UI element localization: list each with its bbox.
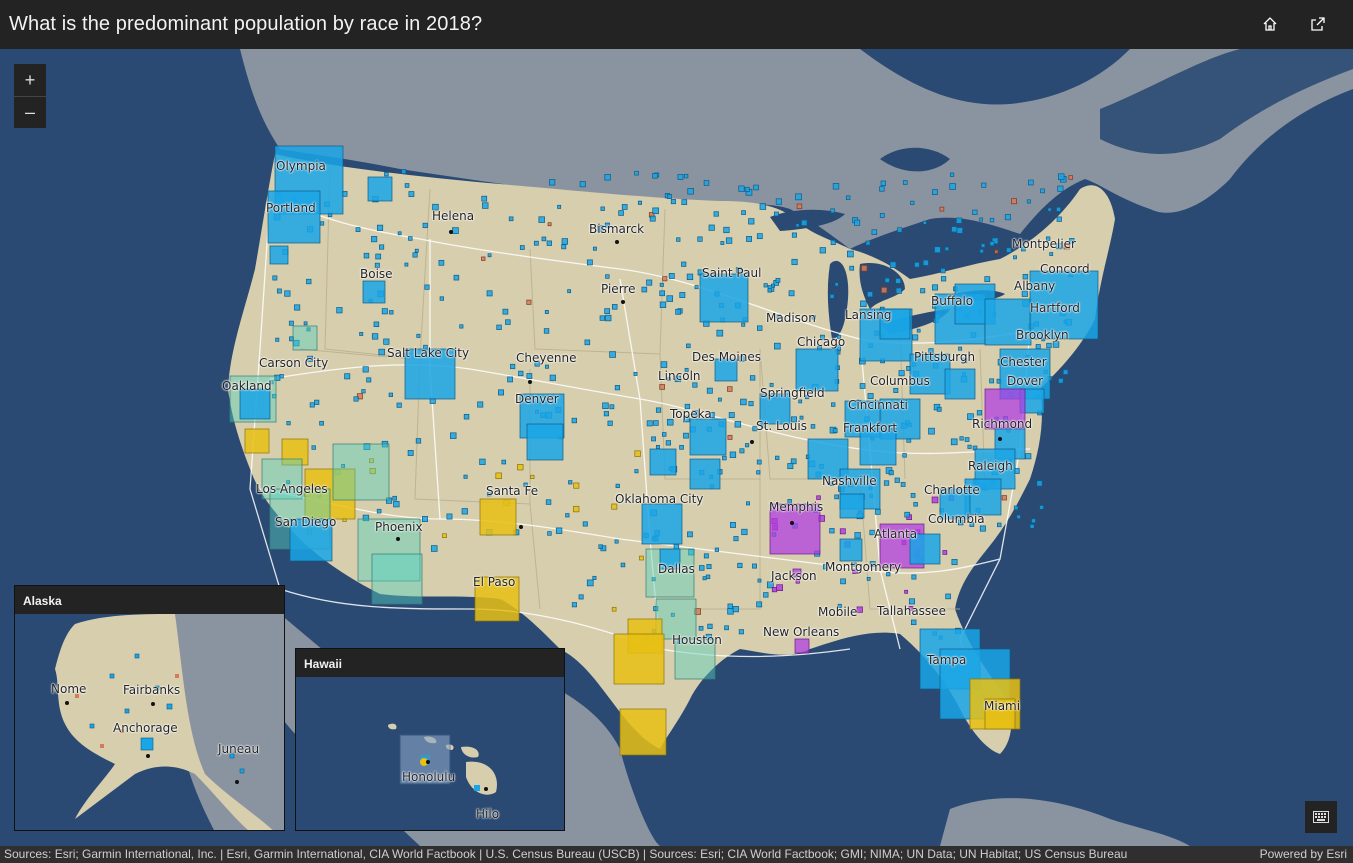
alaska-inset[interactable]: Alaska Nome Fairbanks Anchorage Juneau (14, 585, 285, 831)
hawaii-inset[interactable]: Hawaii Honolulu Hilo (295, 648, 565, 831)
city-label-tallahassee: Tallahassee (877, 604, 946, 618)
city-label-des-moines: Des Moines (692, 350, 761, 364)
city-label-columbus: Columbus (870, 374, 930, 388)
attribution-text: Sources: Esri; Garmin International, Inc… (4, 847, 1128, 861)
city-label-anchorage: Anchorage (113, 721, 178, 735)
city-label-bismarck: Bismarck (589, 222, 645, 236)
city-label-chester: Chester (1000, 355, 1047, 369)
city-label-miami: Miami (984, 699, 1021, 713)
city-label-richmond: Richmond (972, 417, 1033, 431)
city-label-portland: Portland (266, 201, 316, 215)
home-button[interactable] (1258, 12, 1282, 36)
city-label-olympia: Olympia (276, 159, 326, 173)
city-label-topeka: Topeka (670, 407, 712, 421)
city-label-montgomery: Montgomery (825, 560, 902, 574)
city-label-helena: Helena (432, 209, 475, 223)
city-label-hilo: Hilo (476, 807, 500, 821)
city-label-mobile: Mobile (818, 605, 858, 619)
city-label-raleigh: Raleigh (968, 459, 1013, 473)
city-label-new-orleans: New Orleans (763, 625, 840, 639)
population-markers (229, 145, 1099, 756)
city-label-frankfort: Frankfort (843, 421, 898, 435)
city-label-chicago: Chicago (797, 335, 846, 349)
city-label-hartford: Hartford (1030, 301, 1080, 315)
alaska-inset-title: Alaska (15, 586, 284, 614)
city-label-phoenix: Phoenix (375, 520, 423, 534)
hawaii-inset-title: Hawaii (296, 649, 564, 677)
city-label-brooklyn: Brooklyn (1016, 328, 1069, 342)
city-label-atlanta: Atlanta (874, 527, 918, 541)
home-icon (1263, 17, 1277, 31)
city-label-memphis: Memphis (769, 500, 824, 514)
city-label-oakland: Oakland (222, 379, 272, 393)
alaska-map (55, 614, 284, 830)
city-label-columbia: Columbia (928, 512, 985, 526)
city-label-concord: Concord (1040, 262, 1090, 276)
city-label-springfield: Springfield (760, 386, 825, 400)
city-label-pittsburgh: Pittsburgh (914, 350, 976, 364)
keyboard-shortcuts-button[interactable] (1305, 801, 1337, 833)
city-label-madison: Madison (766, 311, 816, 325)
powered-by-esri[interactable]: Powered by Esri (1253, 846, 1347, 863)
city-label-oklahoma-city: Oklahoma City (615, 492, 704, 506)
share-button[interactable] (1306, 12, 1330, 36)
city-label-denver: Denver (515, 392, 559, 406)
city-label-dover: Dover (1007, 374, 1043, 388)
app-header: What is the predominant population by ra… (0, 0, 1353, 49)
city-label-el-paso: El Paso (473, 575, 516, 589)
city-label-nome: Nome (51, 682, 87, 696)
page-title: What is the predominant population by ra… (9, 13, 483, 35)
city-label-lansing: Lansing (845, 308, 892, 322)
city-label-charlotte: Charlotte (924, 483, 980, 497)
city-label-lincoln: Lincoln (658, 369, 701, 383)
zoom-out-button[interactable]: – (14, 96, 46, 128)
city-label-carson-city: Carson City (259, 356, 329, 370)
city-label-st-louis: St. Louis (756, 419, 807, 433)
city-label-albany: Albany (1014, 279, 1056, 293)
city-label-pierre: Pierre (601, 282, 636, 296)
zoom-control: + – (14, 64, 46, 128)
city-label-dallas: Dallas (658, 562, 695, 576)
city-label-saint-paul: Saint Paul (702, 266, 762, 280)
city-label-cincinnati: Cincinnati (848, 398, 908, 412)
city-label-cheyenne: Cheyenne (516, 351, 577, 365)
city-label-boise: Boise (360, 267, 393, 281)
city-label-jackson: Jackson (771, 569, 817, 583)
attribution-bar: Sources: Esri; Garmin International, Inc… (0, 846, 1353, 863)
hawaii-map (388, 723, 497, 795)
zoom-in-button[interactable]: + (24, 69, 36, 90)
city-label-san-diego: San Diego (275, 515, 337, 529)
map-view[interactable]: + – Olympia Portland Helena Bismarck Montpel… (0, 49, 1353, 846)
city-label-santa-fe: Santa Fe (486, 484, 539, 498)
city-label-montpelier: Montpelier (1012, 237, 1076, 251)
city-label-tampa: Tampa (927, 653, 967, 667)
city-label-juneau: Juneau (218, 742, 260, 756)
share-icon (1311, 17, 1325, 31)
city-label-fairbanks: Fairbanks (123, 683, 181, 697)
city-label-houston: Houston (672, 633, 722, 647)
keyboard-icon (1313, 811, 1329, 823)
city-label-honolulu: Honolulu (402, 770, 456, 784)
city-label-los-angeles: Los Angeles (256, 482, 328, 496)
city-label-salt-lake-city: Salt Lake City (387, 346, 470, 360)
city-label-buffalo: Buffalo (931, 294, 974, 308)
city-label-nashville: Nashville (822, 474, 877, 488)
